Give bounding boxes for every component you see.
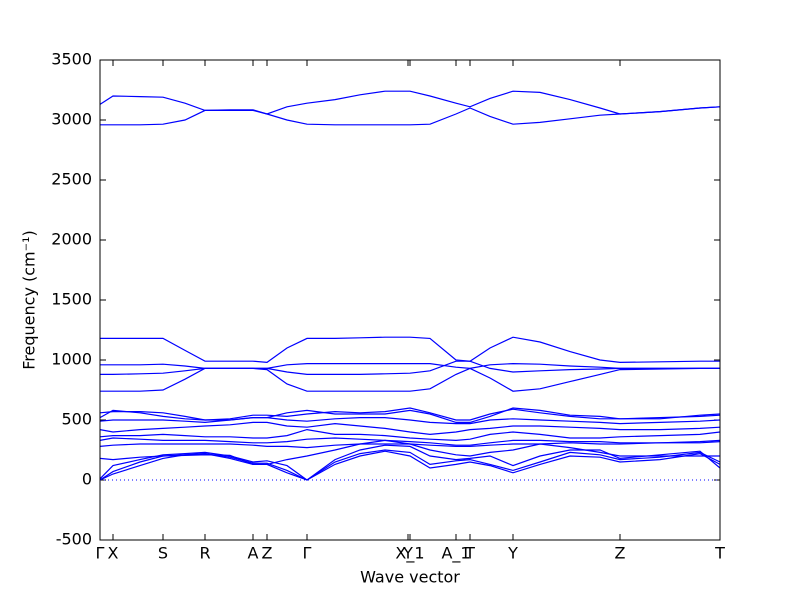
- band-line: [100, 362, 720, 370]
- x-tick-label: T: [714, 544, 725, 563]
- x-tick-label: Z: [262, 544, 273, 563]
- y-tick-label: 500: [61, 410, 92, 429]
- x-tick-label: R: [199, 544, 210, 563]
- x-tick-label: Z: [615, 544, 626, 563]
- band-line: [100, 336, 720, 364]
- y-tick-label: 3000: [51, 110, 92, 129]
- y-tick-label: 1000: [51, 350, 92, 369]
- x-tick-label: Y: [402, 544, 413, 563]
- y-tick-label: -500: [56, 530, 92, 549]
- x-axis-label: Wave vector: [360, 568, 460, 587]
- x-tick-label: Γ: [96, 544, 105, 563]
- band-line: [99, 417, 721, 425]
- y-axis-label: Frequency (cm⁻¹): [20, 230, 39, 369]
- x-tick-label: T: [464, 544, 475, 563]
- band-line: [100, 360, 720, 375]
- band-line: [99, 90, 721, 115]
- y-tick-label: 1500: [51, 290, 92, 309]
- band-line: [99, 407, 721, 423]
- band-line: [100, 106, 721, 126]
- x-tick-label: X: [108, 544, 119, 563]
- band-line: [99, 421, 721, 436]
- band-line: [99, 428, 721, 442]
- band-line: [99, 441, 721, 449]
- x-tick-label: X_1: [395, 544, 424, 564]
- band-line: [99, 437, 721, 446]
- x-tick-label: A_1: [441, 544, 470, 564]
- x-tick-label: S: [158, 544, 168, 563]
- x-tick-label: Γ: [303, 544, 312, 563]
- x-tick-label: A: [248, 544, 259, 563]
- band-line: [99, 407, 721, 421]
- y-tick-label: 2000: [51, 230, 92, 249]
- band-line: [100, 367, 720, 392]
- y-tick-label: 2500: [51, 170, 92, 189]
- y-tick-label: 0: [82, 470, 92, 489]
- band-line: [99, 444, 721, 481]
- y-tick-label: 3500: [51, 50, 92, 69]
- plot-frame: [99, 59, 721, 541]
- x-tick-label: Y: [507, 544, 518, 563]
- band-line: [99, 449, 721, 481]
